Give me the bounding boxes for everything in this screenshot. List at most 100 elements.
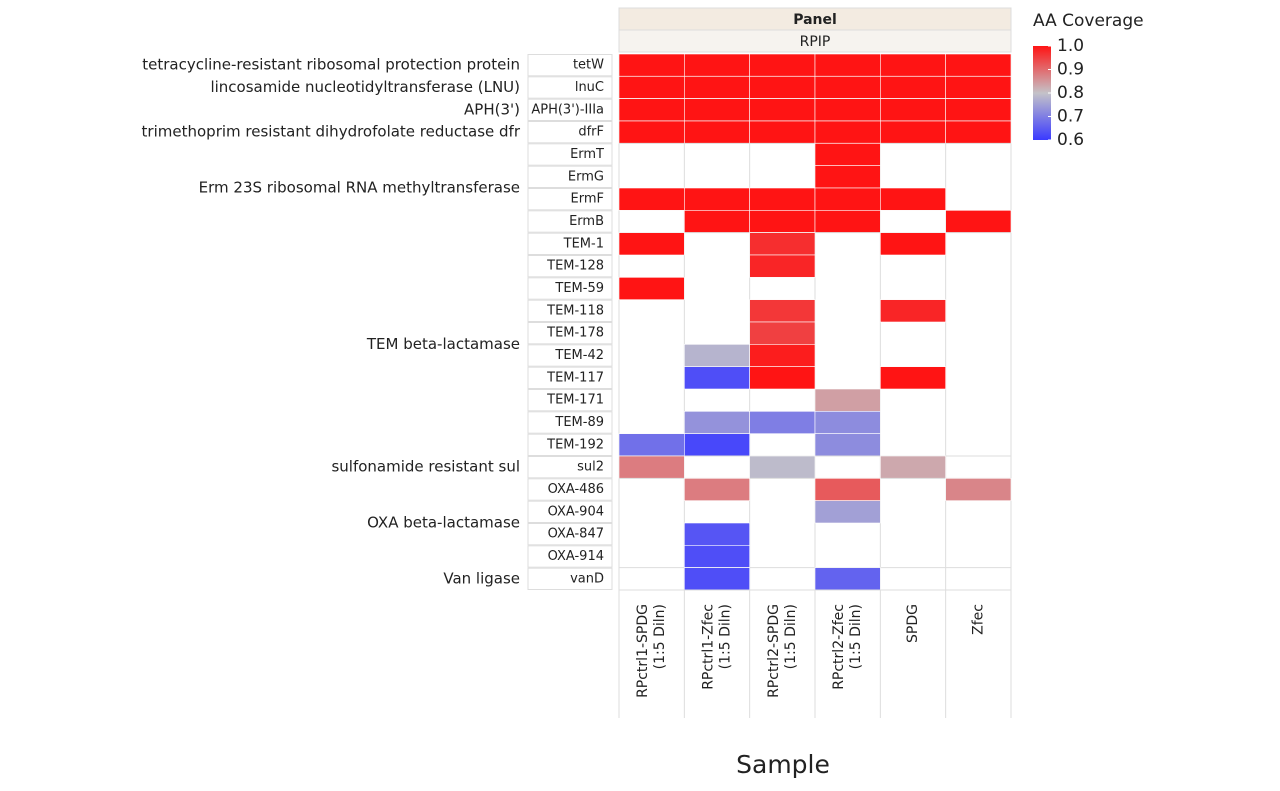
row-label: ErmG bbox=[568, 169, 604, 184]
heatmap-cell bbox=[814, 478, 881, 501]
column-label: Zfec bbox=[970, 604, 986, 635]
heatmap-cell bbox=[814, 187, 881, 211]
heatmap-cell bbox=[814, 76, 881, 99]
row-label-box bbox=[527, 545, 613, 568]
group-label: lincosamide nucleotidyltransferase (LNU) bbox=[210, 78, 520, 96]
row-label: OXA-847 bbox=[548, 527, 604, 542]
group-label: OXA beta-lactamase bbox=[367, 514, 520, 532]
heatmap-cell bbox=[880, 366, 946, 390]
heatmap-cell bbox=[684, 522, 750, 546]
heatmap-cell bbox=[684, 545, 750, 568]
heatmap-cell bbox=[618, 433, 685, 457]
row-label: tetW bbox=[573, 58, 604, 73]
row-label: sul2 bbox=[577, 460, 604, 475]
panel-title: Panel bbox=[793, 12, 837, 28]
heatmap-cell bbox=[814, 210, 881, 233]
row-label: OXA-904 bbox=[548, 504, 604, 519]
row-label-box bbox=[527, 299, 613, 322]
heatmap-cell bbox=[814, 388, 881, 412]
heatmap-cell bbox=[618, 120, 685, 144]
heatmap-cell bbox=[749, 120, 816, 144]
heatmap-cell bbox=[880, 120, 946, 144]
row-label-box bbox=[527, 76, 613, 99]
group-label: trimethoprim resistant dihydrofolate red… bbox=[142, 123, 521, 141]
row-label-box bbox=[527, 165, 613, 189]
row-label-box bbox=[527, 500, 613, 523]
colorbar-tick-label: 0.9 bbox=[1057, 60, 1084, 80]
heatmap-cell bbox=[618, 187, 685, 211]
group-label: Van ligase bbox=[443, 569, 520, 587]
legend-title: AA Coverage bbox=[1033, 11, 1144, 31]
colorbar-tick-label: 0.8 bbox=[1057, 83, 1084, 103]
row-label-box bbox=[527, 98, 613, 121]
heatmap-cell bbox=[684, 187, 750, 211]
heatmap-cell bbox=[749, 411, 816, 434]
heatmap-cell bbox=[749, 455, 816, 479]
heatmap-cell bbox=[814, 500, 881, 524]
panel-sub-strip bbox=[618, 29, 1012, 53]
group-label: Erm 23S ribosomal RNA methyltransferase bbox=[199, 179, 520, 197]
heatmap-cell bbox=[749, 299, 816, 323]
row-label: ErmB bbox=[569, 214, 604, 229]
row-label-box bbox=[527, 210, 613, 233]
heatmap-cell bbox=[684, 411, 750, 434]
colorbar bbox=[1033, 46, 1051, 140]
column-label: RPctrl1-SPDG bbox=[635, 604, 651, 698]
heatmap-cell bbox=[684, 366, 750, 390]
heatmap-cell bbox=[618, 232, 685, 256]
row-label: TEM-117 bbox=[546, 370, 604, 385]
row-label-box bbox=[527, 523, 613, 546]
row-label: TEM-192 bbox=[546, 437, 604, 452]
heatmap-cell bbox=[880, 187, 946, 211]
colorbar-tick-label: 0.7 bbox=[1057, 107, 1084, 127]
heatmap-cell bbox=[749, 187, 816, 211]
heatmap-cell bbox=[945, 478, 1012, 501]
heatmap-cell bbox=[880, 299, 946, 323]
colorbar-tick-label: 0.6 bbox=[1057, 130, 1084, 150]
heatmap-cell bbox=[749, 76, 816, 99]
column-label: RPctrl2-Zfec bbox=[831, 604, 847, 690]
heatmap-cell bbox=[814, 433, 881, 457]
heatmap-cell bbox=[945, 76, 1012, 99]
column-label: (1:5 Diln) bbox=[848, 604, 864, 669]
row-label: TEM-178 bbox=[546, 326, 604, 341]
heatmap-cell bbox=[684, 76, 750, 99]
row-label: vanD bbox=[570, 571, 604, 586]
heatmap-cell bbox=[880, 53, 946, 77]
heatmap-cell bbox=[684, 478, 750, 501]
row-label: dfrF bbox=[578, 125, 604, 140]
heatmap-cell bbox=[749, 254, 816, 278]
heatmap-cell bbox=[749, 366, 816, 390]
row-label: ErmF bbox=[571, 192, 604, 207]
row-label: TEM-118 bbox=[546, 303, 604, 318]
heatmap-cell bbox=[814, 411, 881, 434]
heatmap-cell bbox=[684, 120, 750, 144]
heatmap-cell bbox=[684, 567, 750, 591]
column-label: (1:5 Diln) bbox=[718, 604, 734, 669]
row-label-box bbox=[527, 322, 613, 345]
heatmap-cell bbox=[814, 165, 881, 189]
heatmap-cell bbox=[618, 53, 685, 77]
row-label-box bbox=[527, 143, 613, 166]
row-label: OXA-914 bbox=[548, 549, 604, 564]
row-label-box bbox=[527, 255, 613, 278]
row-label-box bbox=[527, 366, 613, 389]
row-label: TEM-59 bbox=[554, 281, 604, 296]
row-label: TEM-128 bbox=[546, 259, 604, 274]
heatmap-cell bbox=[880, 455, 946, 479]
panel-name: RPIP bbox=[800, 34, 831, 50]
heatmap-cell bbox=[814, 98, 881, 122]
column-label: RPctrl2-SPDG bbox=[766, 604, 782, 698]
group-label: sulfonamide resistant sul bbox=[331, 458, 520, 476]
row-label-box bbox=[527, 232, 613, 256]
group-label: TEM beta-lactamase bbox=[366, 335, 520, 353]
heatmap-cell bbox=[749, 210, 816, 233]
row-label: TEM-42 bbox=[554, 348, 604, 363]
row-label-box bbox=[527, 411, 613, 434]
heatmap-cell bbox=[814, 143, 881, 166]
heatmap-cell bbox=[749, 53, 816, 77]
heatmap-cell bbox=[684, 210, 750, 233]
heatmap-cell bbox=[749, 232, 816, 256]
row-label: TEM-89 bbox=[554, 415, 604, 430]
